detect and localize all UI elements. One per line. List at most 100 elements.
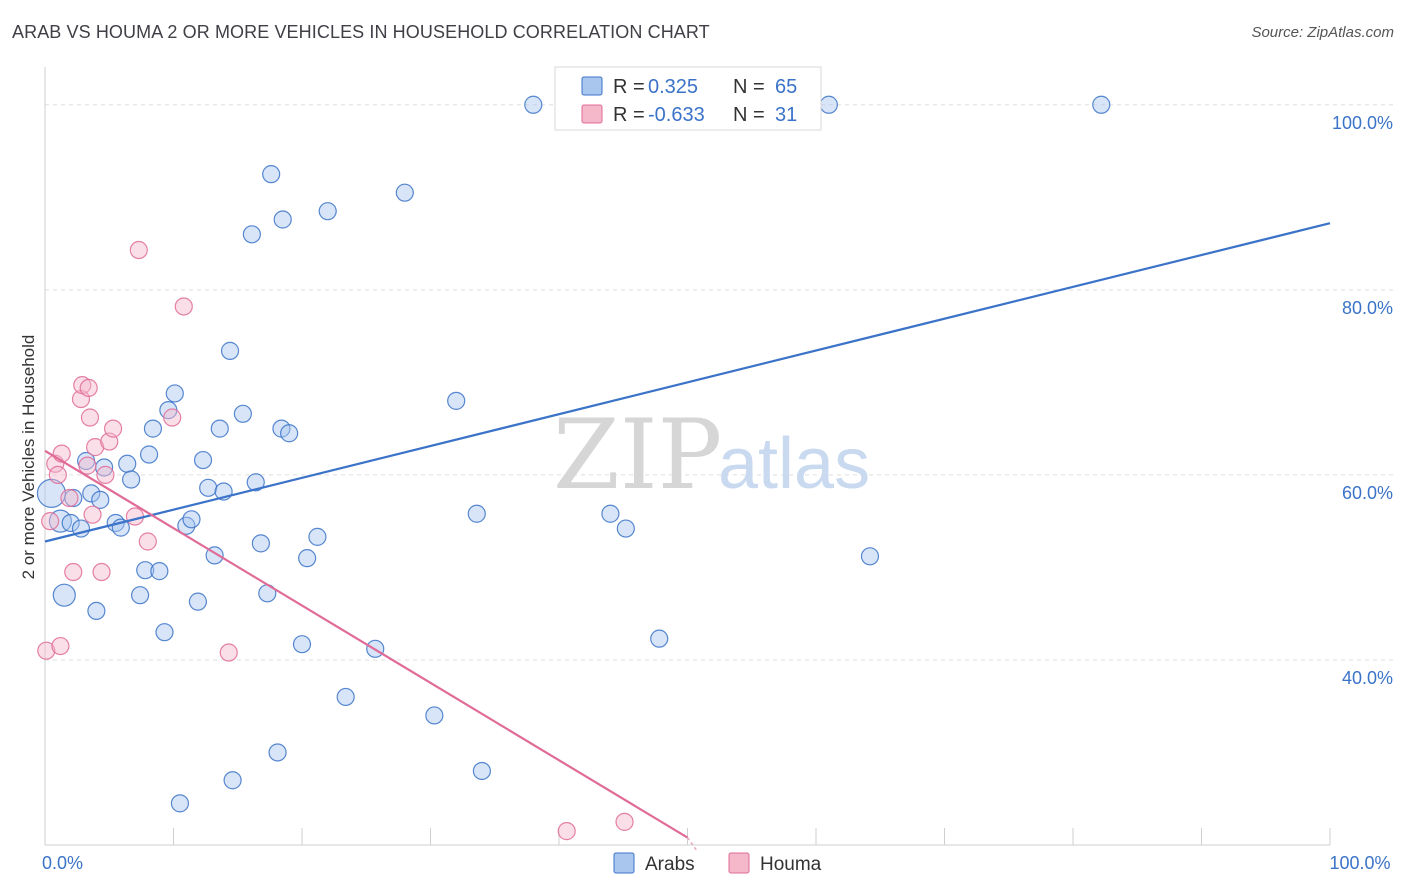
arabs-point [139,445,159,464]
watermark: ZIP atlas [553,399,870,511]
arabs-point [223,771,242,790]
source-label: Source: ZipAtlas.com [1251,24,1394,41]
trend-lines [44,222,1331,853]
arabs-legend-swatch [581,76,603,96]
arabs-point [150,562,169,581]
houma-point [80,408,100,427]
arabs-point [233,404,252,423]
arabs-legend-swatch [613,852,635,874]
houma-trend-line [44,449,689,839]
arabs-point [819,95,838,114]
y-tick-label: 80.0% [1342,298,1393,318]
arabs-point [91,490,110,509]
houma-point [83,505,102,524]
arabs-point [182,510,201,529]
arabs-point [155,623,174,642]
houma-point [92,562,111,582]
arabs-point [318,202,337,221]
arabs-point [188,592,208,611]
tick-labels: 40.0% 60.0% 80.0% 100.0% 0.0% 100.0% [42,113,1393,873]
houma-point [163,408,182,427]
houma-trend-extension [686,837,699,853]
arabs-point [860,547,880,566]
watermark-zip: ZIP [553,399,722,511]
chart-title: ARAB VS HOUMA 2 OR MORE VEHICLES IN HOUS… [12,22,710,42]
arabs-point [118,454,137,473]
legend-n-value: 31 [775,104,797,126]
arabs-point [242,225,261,244]
houma-point [48,465,67,484]
watermark-atlas: atlas [718,424,870,504]
arabs-point [467,504,486,523]
arabs-point [170,794,190,813]
arabs-legend-label: Arabs [645,854,695,875]
houma-point [138,532,157,551]
arabs-point [130,586,150,605]
x-tick-label: 0.0% [42,853,83,873]
houma-point [79,378,98,398]
arabs-point [52,583,76,607]
axes [44,67,1331,846]
houma-legend-swatch [728,852,750,874]
houma-point [37,641,56,660]
y-tick-label: 60.0% [1342,483,1393,503]
arabs-point [308,527,327,546]
arabs-point [143,419,163,438]
arabs-point [425,706,444,725]
houma-point [78,456,97,475]
x-tick-label: 100.0% [1329,853,1390,873]
houma-point [615,812,634,831]
grid [45,104,1395,661]
legend-n-value: 65 [775,76,797,98]
arabs-point [298,549,317,568]
y-tick-label: 40.0% [1342,668,1393,688]
houma-point [174,297,193,316]
legend-r-value: 0.325 [648,76,698,98]
legend-r-label: R = [613,76,645,98]
y-tick-label: 100.0% [1332,113,1393,133]
houma-point [219,643,238,662]
houma-legend-swatch [581,104,603,124]
arabs-point [524,95,543,114]
arabs-point [121,470,141,489]
arabs-point [336,687,355,707]
arabs-point [472,761,491,781]
houma-point [125,507,145,526]
arabs-point [251,534,270,553]
houma-point [557,822,576,841]
arabs-point [273,210,292,229]
arabs-point [36,478,67,508]
arabs-point [82,484,101,503]
series-legend: Arabs Houma [613,852,822,875]
arabs-point [262,165,281,184]
houma-point [52,444,71,463]
arabs-point [292,635,312,654]
arabs-point [280,424,299,443]
arabs-point [246,473,265,492]
arabs-point [64,488,83,508]
houma-point [41,512,60,531]
arabs-point [87,601,106,620]
data-points [36,95,1111,841]
houma-point [104,419,123,438]
arabs-point [199,478,218,497]
arabs-trend-line [44,222,1331,543]
arabs-point [601,504,620,523]
arabs-point [650,629,669,648]
arabs-point [165,384,184,403]
houma-point [64,562,83,582]
arabs-point [210,419,229,438]
houma-point [60,488,79,508]
arabs-point [268,743,287,762]
arabs-point [61,513,80,533]
stats-legend: R = 0.325 N = 65 R = -0.633 N = 31 [554,66,822,131]
legend-r-value: -0.633 [648,104,705,126]
houma-legend-label: Houma [760,854,822,875]
arabs-point [447,391,466,410]
arabs-point [220,341,240,360]
arabs-point [616,519,635,538]
y-axis-label: 2 or more Vehicles in Household [19,335,38,580]
houma-point [51,636,70,656]
arabs-point [136,561,155,580]
